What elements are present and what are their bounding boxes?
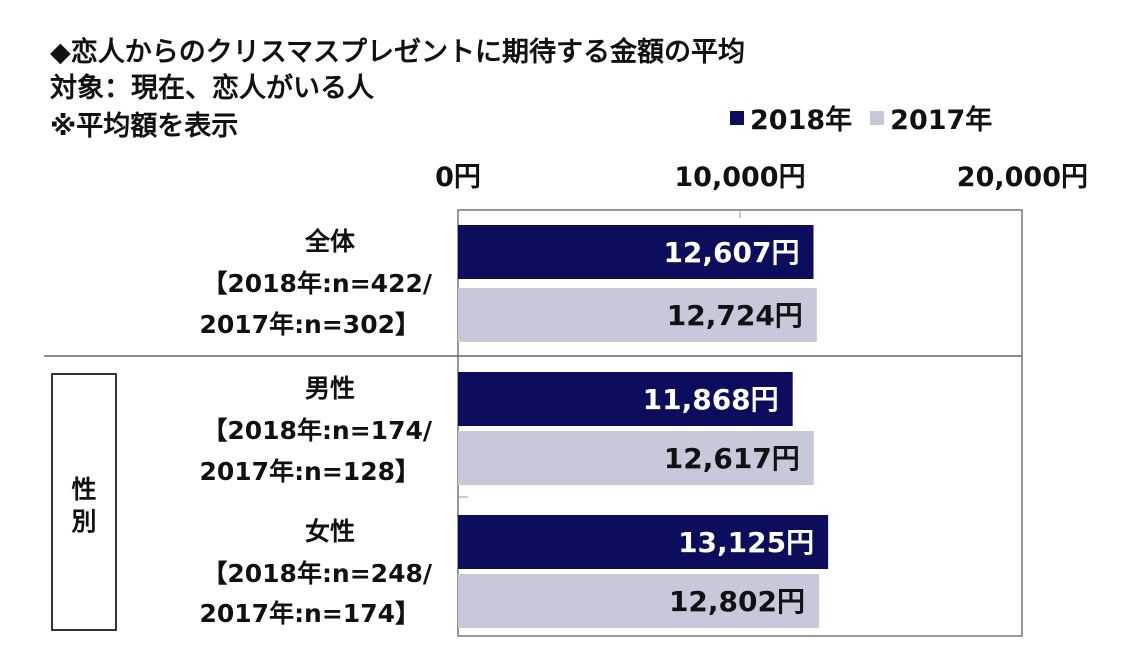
chart-note: ※平均額を表示 bbox=[50, 111, 239, 142]
bar-2018 bbox=[458, 225, 814, 279]
chart-title: ◆恋人からのクリスマスプレゼントに期待する金額の平均 bbox=[50, 37, 745, 68]
x-tick-label: 10,000円 bbox=[674, 162, 805, 193]
bar-value-label: 11,868円 bbox=[643, 383, 779, 416]
legend-label-2018: 2018年 bbox=[750, 105, 853, 136]
chart-subtitle-target: 対象：現在、恋人がいる人 bbox=[50, 73, 374, 104]
x-tick-label: 0円 bbox=[435, 162, 481, 193]
bar-value-label: 12,617円 bbox=[664, 442, 800, 475]
group-box-label: 別 bbox=[71, 507, 96, 536]
bar-value-label: 13,125円 bbox=[678, 526, 814, 559]
legend-swatch-2018 bbox=[730, 110, 744, 125]
category-label: 男性 bbox=[305, 374, 355, 403]
legend-label-2017: 2017年 bbox=[890, 105, 993, 136]
bar-2017 bbox=[458, 431, 814, 485]
x-tick-label: 20,000円 bbox=[957, 162, 1088, 193]
category-label: 全体 bbox=[304, 227, 356, 256]
category-sample-size: 2017年:n=302】 bbox=[199, 310, 420, 339]
category-label: 女性 bbox=[305, 517, 355, 546]
bar-2018 bbox=[458, 372, 793, 426]
bar-value-label: 12,724円 bbox=[667, 299, 803, 332]
bar-2018 bbox=[458, 515, 829, 569]
category-sample-size: 【2018年:n=174/ bbox=[202, 416, 433, 445]
category-sample-size: 【2018年:n=422/ bbox=[202, 269, 433, 298]
group-box bbox=[51, 373, 117, 631]
legend-item-2017: 2017年 bbox=[870, 98, 992, 137]
category-sample-size: 2017年:n=128】 bbox=[199, 457, 420, 486]
legend-item-2018: 2018年 bbox=[730, 98, 852, 137]
category-sample-size: 【2018年:n=248/ bbox=[202, 559, 433, 588]
category-sample-size: 2017年:n=174】 bbox=[199, 599, 420, 628]
bar-value-label: 12,802円 bbox=[669, 585, 805, 618]
legend: 2018年 2017年 bbox=[730, 98, 1010, 137]
legend-swatch-2017 bbox=[870, 110, 885, 125]
group-box-label: 性 bbox=[71, 475, 96, 504]
bar-value-label: 12,607円 bbox=[663, 236, 799, 269]
bar-2017 bbox=[458, 574, 820, 628]
bar-2017 bbox=[458, 288, 817, 342]
